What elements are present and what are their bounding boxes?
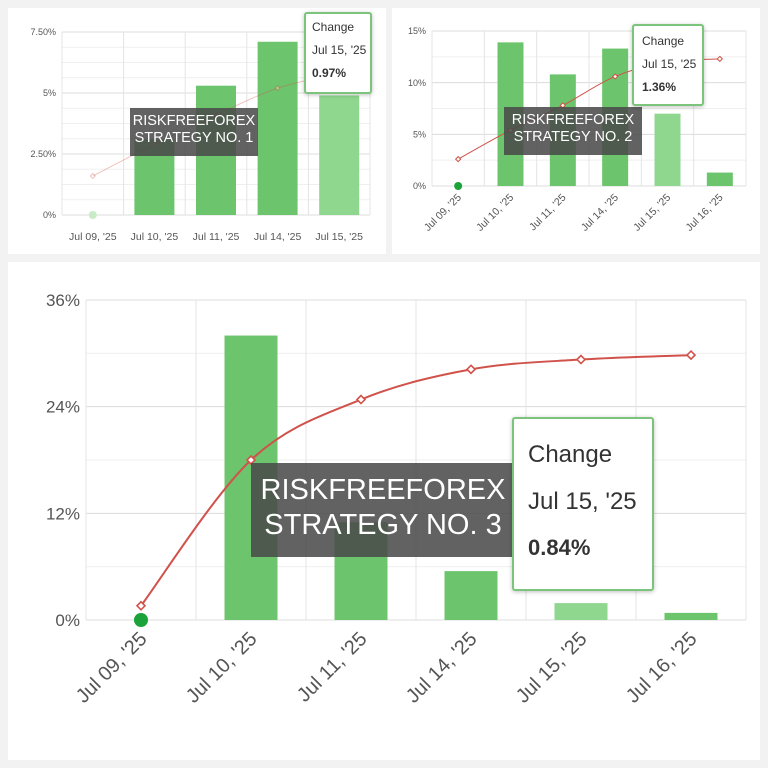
y-tick-label: 5% [43,88,56,98]
tooltip-title: Change [528,441,613,468]
tooltip-date: Jul 15, '25 [312,43,367,57]
x-tick-label: Jul 15, '25 [512,628,592,708]
watermark-line-1: RISKFREEFOREX [511,112,635,128]
x-tick-label: Jul 10, '25 [182,628,262,708]
y-tick-label: 15% [408,26,426,36]
bar [319,95,360,215]
y-tick-label: 7.50% [30,27,56,37]
x-tick-label: Jul 16, '25 [684,192,726,234]
line-point [454,155,462,163]
tooltip: Change Jul 15, '25 0.97% [304,12,372,94]
x-tick-label: Jul 14, '25 [254,231,302,243]
x-tick-label: Jul 11, '25 [527,192,569,234]
chart-3-svg: 0% 12% 24% 36% Jul 09, '25 Jul 10, '25 Jul 11,… [46,291,747,708]
start-point [88,211,97,219]
x-tick-label: Jul 10, '25 [474,192,516,234]
y-tick-label: 36% [46,291,80,310]
tooltip-value: 1.36% [642,80,677,94]
bar [444,571,498,620]
watermark: RISKFREEFOREX STRATEGY NO. 1 [130,108,258,156]
bar [706,172,733,186]
tooltip-title: Change [642,34,685,48]
line-point [274,84,281,92]
x-tick-label: Jul 10, '25 [131,231,179,243]
watermark-line-2: STRATEGY NO. 3 [264,508,502,541]
chart-panel-2: 0% 5% 10% 15% Jul 09, '25 Jul 10, '25 Jul 11, … [392,8,760,254]
start-point [454,182,463,190]
y-tick-label: 10% [408,78,426,88]
bar [654,113,681,186]
start-point [134,613,148,627]
tooltip-value: 0.97% [312,66,347,80]
chart-panel-3: 0% 12% 24% 36% Jul 09, '25 Jul 10, '25 Jul 11,… [8,262,760,760]
watermark-line-2: STRATEGY NO. 1 [134,130,254,147]
line-point [611,73,619,80]
bar [554,603,608,620]
watermark-line-1: RISKFREEFOREX [132,113,256,129]
x-tick-label: Jul 09, '25 [422,192,464,234]
watermark: RISKFREEFOREX STRATEGY NO. 3 [251,463,515,557]
watermark: RISKFREEFOREX STRATEGY NO. 2 [504,107,642,155]
tooltip: Change Jul 15, '25 0.84% [512,417,654,591]
x-tick-label: Jul 09, '25 [69,231,117,243]
x-tick-label: Jul 11, '25 [293,628,372,707]
x-tick-label: Jul 11, '25 [193,231,240,243]
tooltip-date: Jul 15, '25 [642,57,697,71]
y-tick-label: 0% [55,611,80,630]
y-tick-label: 5% [413,129,426,139]
chart-panel-1: 0% 2.50% 5% 7.50% Jul 09, '25 Jul 10, '25 Jul … [8,8,386,254]
line-point [135,600,147,611]
x-tick-label: Jul 15, '25 [631,192,673,234]
line-point [575,354,587,365]
x-tick-label: Jul 14, '25 [402,628,482,708]
series-line [140,354,692,607]
tooltip-value: 0.84% [528,535,591,560]
line-point [355,394,367,405]
x-tick-label: Jul 14, '25 [579,192,621,234]
line-point [465,364,477,375]
chart-1-svg: 0% 2.50% 5% 7.50% Jul 09, '25 Jul 10, '25 Jul … [30,27,371,243]
y-tick-label: 12% [46,504,80,523]
y-tick-label: 0% [413,181,426,191]
x-tick-label: Jul 15, '25 [315,231,363,243]
y-tick-label: 0% [43,210,56,220]
tooltip-date: Jul 15, '25 [528,488,637,515]
line-point [716,55,724,63]
tooltip: Change Jul 15, '25 1.36% [632,24,704,106]
y-tick-label: 24% [46,398,80,417]
watermark-line-2: STRATEGY NO. 2 [513,129,633,146]
tooltip-title: Change [312,20,355,34]
bar [257,41,298,216]
watermark-line-1: RISKFREEFOREX [260,474,506,506]
bar [664,612,718,620]
x-tick-label: Jul 09, '25 [72,628,152,708]
y-tick-label: 2.50% [30,149,56,159]
line-point [685,349,697,361]
line-point [89,172,97,180]
x-tick-label: Jul 16, '25 [622,628,702,708]
